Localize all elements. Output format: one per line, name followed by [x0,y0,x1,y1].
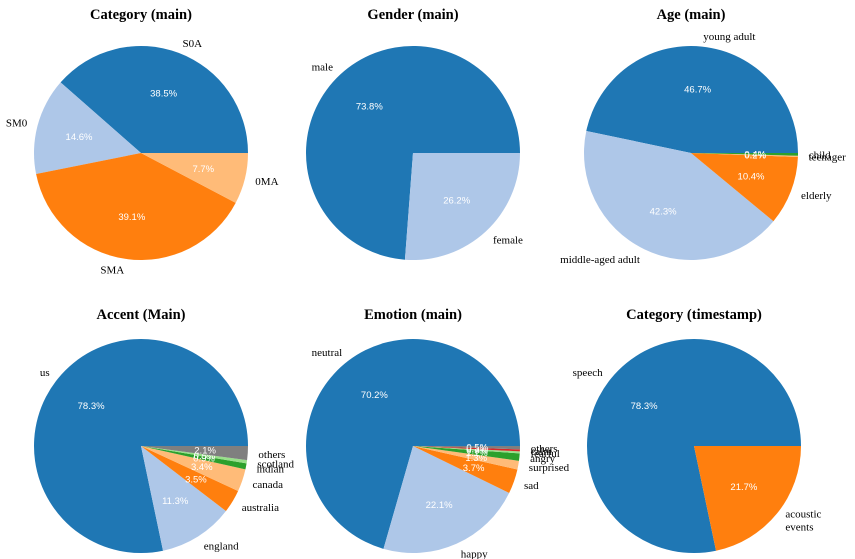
slice-label: sad [524,480,539,492]
chart-title: Category (timestamp) [626,307,762,323]
slice-label: young adult [703,31,755,43]
slice-label: england [204,541,239,553]
slice-percentage: 46.7% [684,85,711,96]
slice-label: canada [253,479,284,491]
slice-percentage: 1.3% [465,453,487,464]
chart-title: Age (main) [657,7,726,23]
pie-slice-elderly [691,153,798,222]
slice-label: S0A [183,38,203,50]
slice-label: fearful [531,448,560,460]
slice-percentage: 26.2% [443,196,470,207]
pie-slice-sm0 [33,82,141,175]
slice-percentage: 78.3% [631,401,658,412]
slice-percentage: 3.5% [185,475,207,486]
pie-slice-young-adult [586,45,798,153]
slice-label: indian [257,463,285,475]
slice-percentage: 10.4% [738,171,765,182]
slice-label: middle-aged adult [560,254,640,266]
slice-percentage: 39.1% [118,212,145,223]
slice-percentage: 2.1% [194,446,216,457]
slice-percentage: 73.8% [356,101,383,112]
pie-slice-indian [141,446,247,470]
pie-slice-angry [413,446,520,461]
slice-label: 0MA [255,176,278,188]
chart-title: Category (main) [90,7,192,23]
slice-label: child [809,150,831,162]
pie-slice-female [404,153,520,261]
slice-percentage: 42.3% [650,206,677,217]
pie-slice-canada [141,446,246,491]
pie-slice-fearful [413,446,520,454]
pie-slice-speech [586,339,801,554]
slice-percentage: 0.9% [193,454,215,465]
slice-percentage: 1.1% [466,448,488,459]
slice-percentage: 22.1% [426,500,453,511]
slice-label: SM0 [6,118,28,130]
slice-label: SMA [100,265,124,277]
chart-title: Emotion (main) [364,307,462,323]
slice-label: acoustic events [785,509,821,534]
pie-slice-us [33,339,248,554]
slice-percentage: 21.7% [730,482,757,493]
slice-percentage: 14.6% [66,132,93,143]
slice-label: teenager [809,152,847,164]
chart-title: Gender (main) [367,7,458,23]
slice-label: female [493,234,523,246]
pie-slice-sad [413,446,518,493]
pie-slice-happy [383,446,510,553]
pie-slice-scotland [141,446,248,464]
slice-label: neutral [312,347,343,359]
slice-label: others [258,449,285,461]
pie-panel-emotion-main: Emotion (main) neutral 70.2% happy 22.1% sad 3… [305,307,570,559]
slice-percentage: 70.2% [361,390,388,401]
slice-label: scotland [257,458,294,470]
pie-panel-age-main: Age (main) young adult 46.7% middle-aged ad… [560,7,846,266]
slice-label: calm [531,446,553,458]
pie-slice-neutral [305,338,520,549]
slice-label: us [40,367,50,379]
slice-percentage: 0.3% [466,444,488,455]
slice-label: angry [530,453,556,465]
pie-slice-s0a [60,45,248,154]
pie-slice-others [141,446,248,461]
slice-percentage: 3.4% [191,462,213,473]
pie-slice-male [305,46,520,260]
slice-label: male [312,62,333,74]
slice-percentage: 11.3% [162,496,189,507]
slice-percentage: 0.5% [194,451,216,462]
chart-title: Accent (Main) [97,307,186,323]
slice-label: surprised [529,462,570,474]
slice-percentage: 78.3% [78,401,105,412]
pie-slice-england [141,446,226,551]
slice-label: elderly [801,190,832,202]
pie-slice-middle-aged-adult [583,130,774,260]
pie-panel-gender-main: Gender (main) male 73.8% female 26.2% [305,7,523,261]
slice-label: speech [573,367,603,379]
pie-slice-surprised [413,446,519,470]
pie-slice-teenager [691,153,798,158]
pie-slice-others [413,446,520,450]
pie-slice-australia [141,446,239,512]
slice-percentage: 7.7% [192,164,214,175]
pie-slice-0ma [141,153,248,203]
slice-percentage: 0.4% [744,149,766,160]
pie-slice-child [691,153,799,156]
pie-slice-sma [36,153,236,261]
pie-panel-category-main: Category (main) S0A 38.5% SM0 14.6% SMA 39.1% 0… [6,7,279,277]
pie-panel-accent-main: Accent (Main) us 78.3% england 11.3% australi… [33,307,295,554]
slice-percentage: 0.3% [466,445,488,456]
slice-percentage: 0.2% [744,151,766,162]
pie-slice-acoustic-events [694,446,801,551]
slice-percentage: 3.7% [463,463,485,474]
pie-slice-calm [413,446,520,452]
slice-percentage: 0.5% [466,443,488,454]
slice-label: happy [461,549,488,559]
slice-label: australia [242,502,279,514]
pie-panel-category-timestamp: Category (timestamp) speech 78.3% acoustic e… [573,307,822,554]
slice-label: others [531,443,558,455]
slice-percentage: 38.5% [150,88,177,99]
